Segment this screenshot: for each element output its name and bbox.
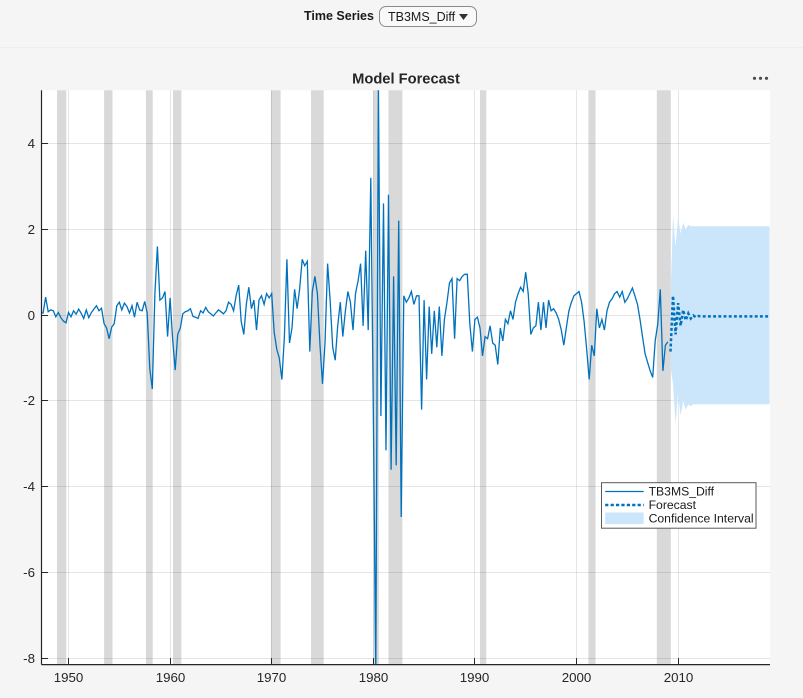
- svg-text:1950: 1950: [54, 670, 84, 685]
- svg-text:Model Forecast: Model Forecast: [352, 72, 460, 88]
- svg-text:4: 4: [28, 136, 35, 151]
- svg-text:0: 0: [28, 308, 35, 323]
- svg-text:Confidence Interval: Confidence Interval: [649, 511, 754, 525]
- svg-text:1970: 1970: [257, 670, 287, 685]
- svg-text:1980: 1980: [359, 670, 389, 685]
- svg-text:1990: 1990: [460, 670, 490, 685]
- svg-text:2: 2: [28, 222, 35, 237]
- svg-text:2010: 2010: [664, 670, 694, 685]
- svg-text:2000: 2000: [562, 670, 592, 685]
- svg-text:-2: -2: [23, 393, 35, 408]
- svg-text:-8: -8: [23, 651, 35, 666]
- svg-text:-6: -6: [23, 565, 35, 580]
- svg-text:-4: -4: [23, 479, 35, 494]
- svg-text:Forecast: Forecast: [649, 498, 697, 512]
- svg-text:1960: 1960: [156, 670, 186, 685]
- svg-text:TB3MS_Diff: TB3MS_Diff: [649, 485, 715, 499]
